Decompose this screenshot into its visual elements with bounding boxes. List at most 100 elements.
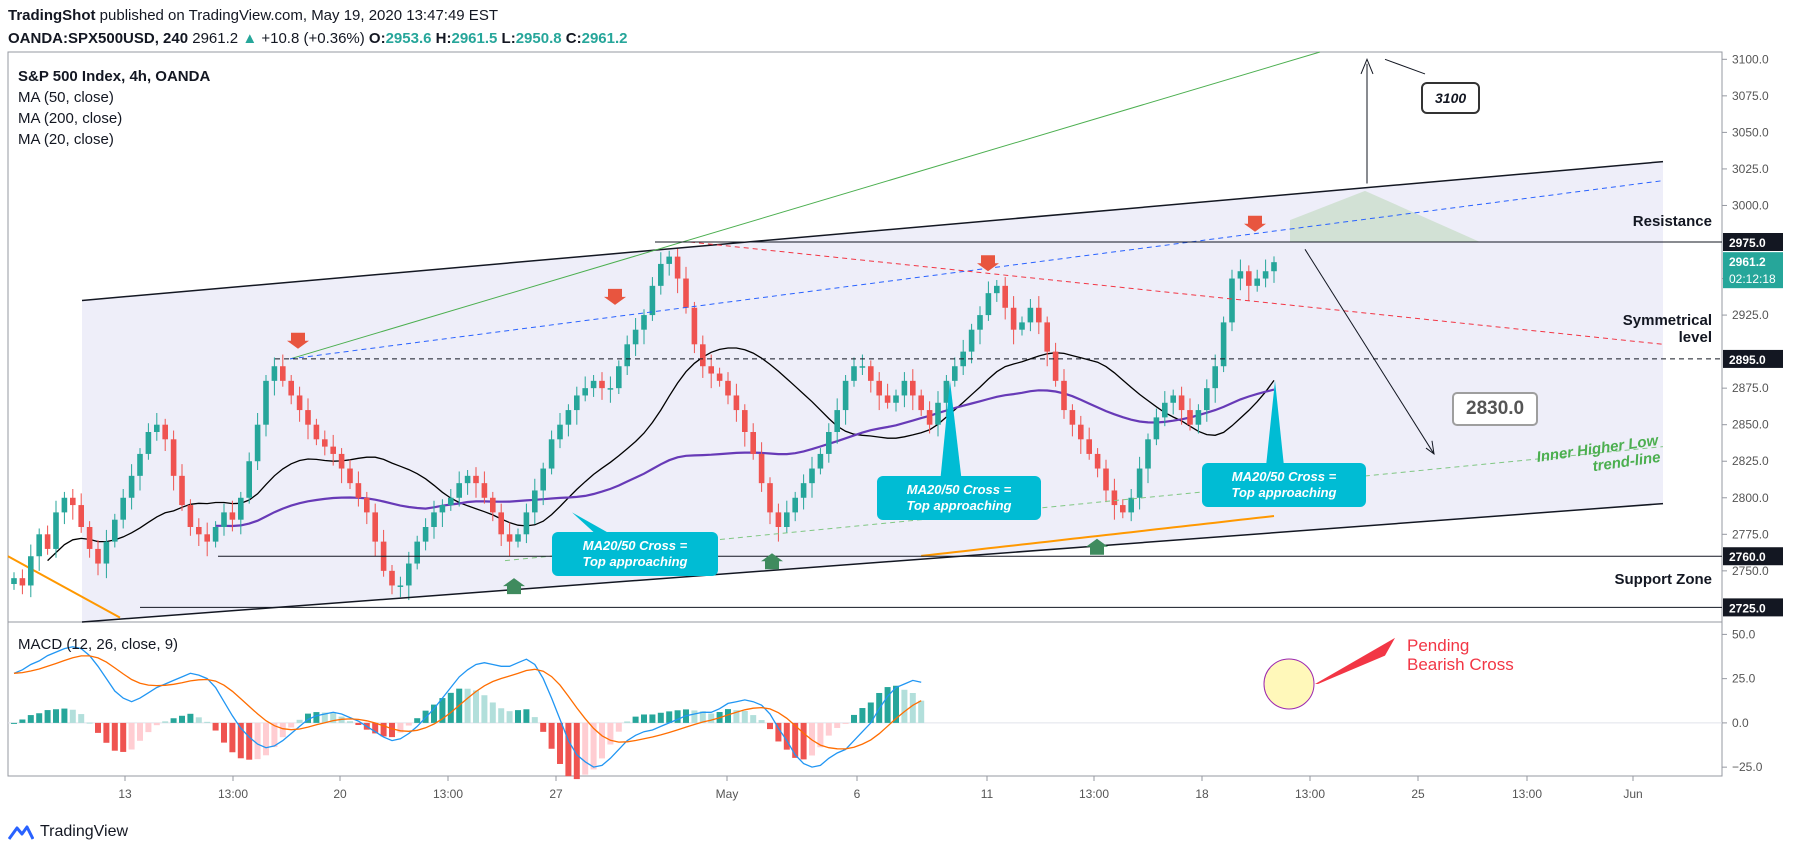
candle-body <box>767 483 773 513</box>
candle-body <box>800 483 807 498</box>
legend-ma50[interactable]: MA (50, close) <box>18 89 114 106</box>
macd-histogram-bar <box>557 722 563 764</box>
candle-body <box>632 329 639 345</box>
macd-histogram-bar <box>506 711 513 723</box>
time-tick-label: 11 <box>981 787 994 801</box>
macd-histogram-bar <box>204 721 211 723</box>
candle-body <box>70 497 76 506</box>
green-up-arrow-icon <box>1086 538 1108 555</box>
macd-pane <box>7 621 1723 777</box>
macd-histogram-bar <box>792 722 799 758</box>
up-triangle-icon: ▲ <box>242 30 258 47</box>
candle-body <box>19 578 26 586</box>
time-tick-label: Jun <box>1623 787 1642 801</box>
macd-histogram-bar <box>901 689 908 723</box>
macd-histogram-bar <box>279 722 286 738</box>
symbol-name[interactable]: OANDA:SPX500USD, 240 <box>8 30 189 47</box>
symbol-ohlc-line: OANDA:SPX500USD, 240 2961.2 ▲ +10.8 (+0.… <box>8 30 628 47</box>
candle-body <box>1237 271 1244 279</box>
candle-body <box>565 410 572 425</box>
candle-body <box>649 285 656 316</box>
macd-tick-label: −25.0 <box>1732 760 1763 774</box>
legend-title[interactable]: S&P 500 Index, 4h, OANDA <box>18 68 211 85</box>
candle-body <box>1229 278 1235 323</box>
price-tick-label: 2850.0 <box>1732 418 1769 432</box>
macd-histogram-bar <box>649 714 656 723</box>
candle-body <box>742 410 748 432</box>
candle-body <box>246 461 252 498</box>
candle-body <box>330 446 336 454</box>
macd-histogram-bar <box>347 721 353 723</box>
time-tick-label: 25 <box>1411 787 1425 801</box>
bar-timer-label: 02:12:18 <box>1729 272 1776 286</box>
green-up-arrow-icon <box>761 553 783 570</box>
macd-histogram-bar <box>750 715 757 723</box>
macd-histogram-bar <box>103 722 110 743</box>
macd-histogram-bar <box>330 712 337 723</box>
candle-body <box>95 548 101 564</box>
macd-histogram-bar <box>884 687 891 723</box>
macd-histogram-bar <box>699 711 706 723</box>
time-tick-label: May <box>716 787 739 801</box>
macd-histogram-bar <box>313 712 320 723</box>
candle-body <box>11 578 17 584</box>
macd-legend[interactable]: MACD (12, 26, close, 9) <box>18 636 179 653</box>
candle-body <box>464 475 471 484</box>
macd-histogram-bar <box>565 722 572 777</box>
macd-histogram-bar <box>607 722 614 745</box>
macd-histogram-bar <box>489 702 496 723</box>
candle-body <box>1170 395 1176 403</box>
candle-body <box>1044 322 1050 352</box>
candle-body <box>414 541 420 564</box>
macd-histogram-bar <box>851 714 857 723</box>
candle-body <box>1094 453 1101 469</box>
candle-body <box>313 424 320 440</box>
macd-signal-line <box>13 655 922 750</box>
macd-histogram-bar <box>305 713 311 723</box>
macd-histogram-bar <box>767 722 773 730</box>
macd-histogram-bar <box>111 722 118 751</box>
macd-histogram-bar <box>61 708 68 723</box>
candle-body <box>893 395 899 403</box>
candle-body <box>1271 262 1277 272</box>
tradingview-footer[interactable]: TradingView <box>8 823 128 841</box>
candle-body <box>1069 410 1076 425</box>
legend-ma20[interactable]: MA (20, close) <box>18 131 114 148</box>
target-up-arrowhead <box>1360 57 1374 75</box>
candle-body <box>439 505 446 513</box>
candle-body <box>716 373 723 381</box>
macd-histogram-bar <box>120 722 127 752</box>
macd-histogram-bar <box>271 722 278 748</box>
macd-histogram-bar <box>708 713 715 723</box>
candle-body <box>128 475 135 498</box>
time-tick-label: 20 <box>333 787 347 801</box>
macd-histogram-bar <box>800 722 807 760</box>
candle-body <box>515 534 521 542</box>
candle-body <box>254 424 261 462</box>
macd-histogram-bar <box>288 722 295 728</box>
macd-histogram-bar <box>464 688 471 723</box>
candle-body <box>1036 307 1042 323</box>
macd-line <box>13 646 922 768</box>
low-value: 2950.8 <box>515 30 562 47</box>
candle-body <box>221 512 227 527</box>
open-value: 2953.6 <box>385 30 432 47</box>
candle-body <box>1195 410 1202 425</box>
price-tick-label: 3000.0 <box>1732 198 1769 212</box>
support-zone-label: Support Zone <box>1614 571 1713 588</box>
candle-body <box>1103 468 1109 491</box>
price-tick-label: 2800.0 <box>1732 491 1769 505</box>
candle-body <box>78 505 84 527</box>
low-label: L: <box>501 30 516 47</box>
candle-body <box>1212 366 1218 389</box>
candle-body <box>53 512 59 549</box>
candle-body <box>557 424 563 440</box>
macd-histogram-bar <box>355 722 362 725</box>
candle-body <box>1120 505 1126 513</box>
price-tick-label: 3050.0 <box>1732 125 1769 139</box>
macd-histogram-bar <box>615 722 622 732</box>
macd-histogram-bar <box>229 722 236 753</box>
legend-ma200[interactable]: MA (200, close) <box>18 110 123 127</box>
ma-cross-callout-3: MA20/50 Cross = Top approaching <box>1202 463 1366 507</box>
